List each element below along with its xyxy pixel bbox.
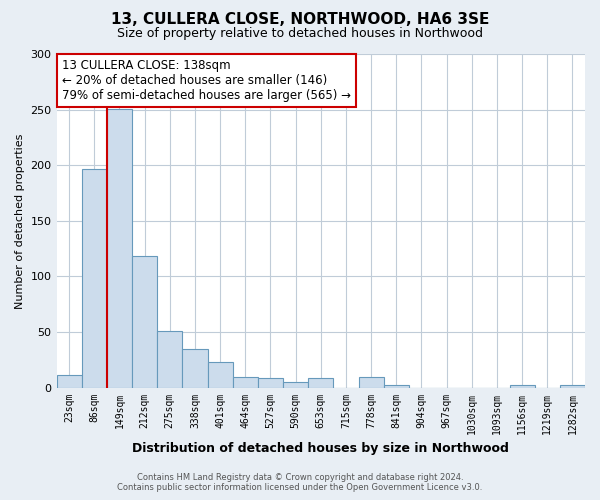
Bar (359, 376, 383, 388)
Text: 13 CULLERA CLOSE: 138sqm
← 20% of detached houses are smaller (146)
79% of semi-: 13 CULLERA CLOSE: 138sqm ← 20% of detach… (62, 59, 351, 102)
Bar (283, 382, 308, 388)
Bar (560, 386, 585, 388)
Text: 13, CULLERA CLOSE, NORTHWOOD, HA6 3SE: 13, CULLERA CLOSE, NORTHWOOD, HA6 3SE (111, 12, 489, 28)
X-axis label: Distribution of detached houses by size in Northwood: Distribution of detached houses by size … (133, 442, 509, 455)
Text: Size of property relative to detached houses in Northwood: Size of property relative to detached ho… (117, 28, 483, 40)
Bar (107, 108, 132, 388)
Bar (509, 386, 535, 388)
Bar (308, 378, 334, 388)
Bar (182, 349, 208, 388)
Text: Contains HM Land Registry data © Crown copyright and database right 2024.
Contai: Contains HM Land Registry data © Crown c… (118, 473, 482, 492)
Bar (233, 376, 258, 388)
Bar (383, 386, 409, 388)
Bar (157, 331, 182, 388)
Y-axis label: Number of detached properties: Number of detached properties (15, 133, 25, 308)
Bar (258, 378, 283, 388)
Bar (56, 376, 82, 388)
Bar (208, 362, 233, 388)
Bar (82, 168, 107, 388)
Bar (132, 256, 157, 388)
